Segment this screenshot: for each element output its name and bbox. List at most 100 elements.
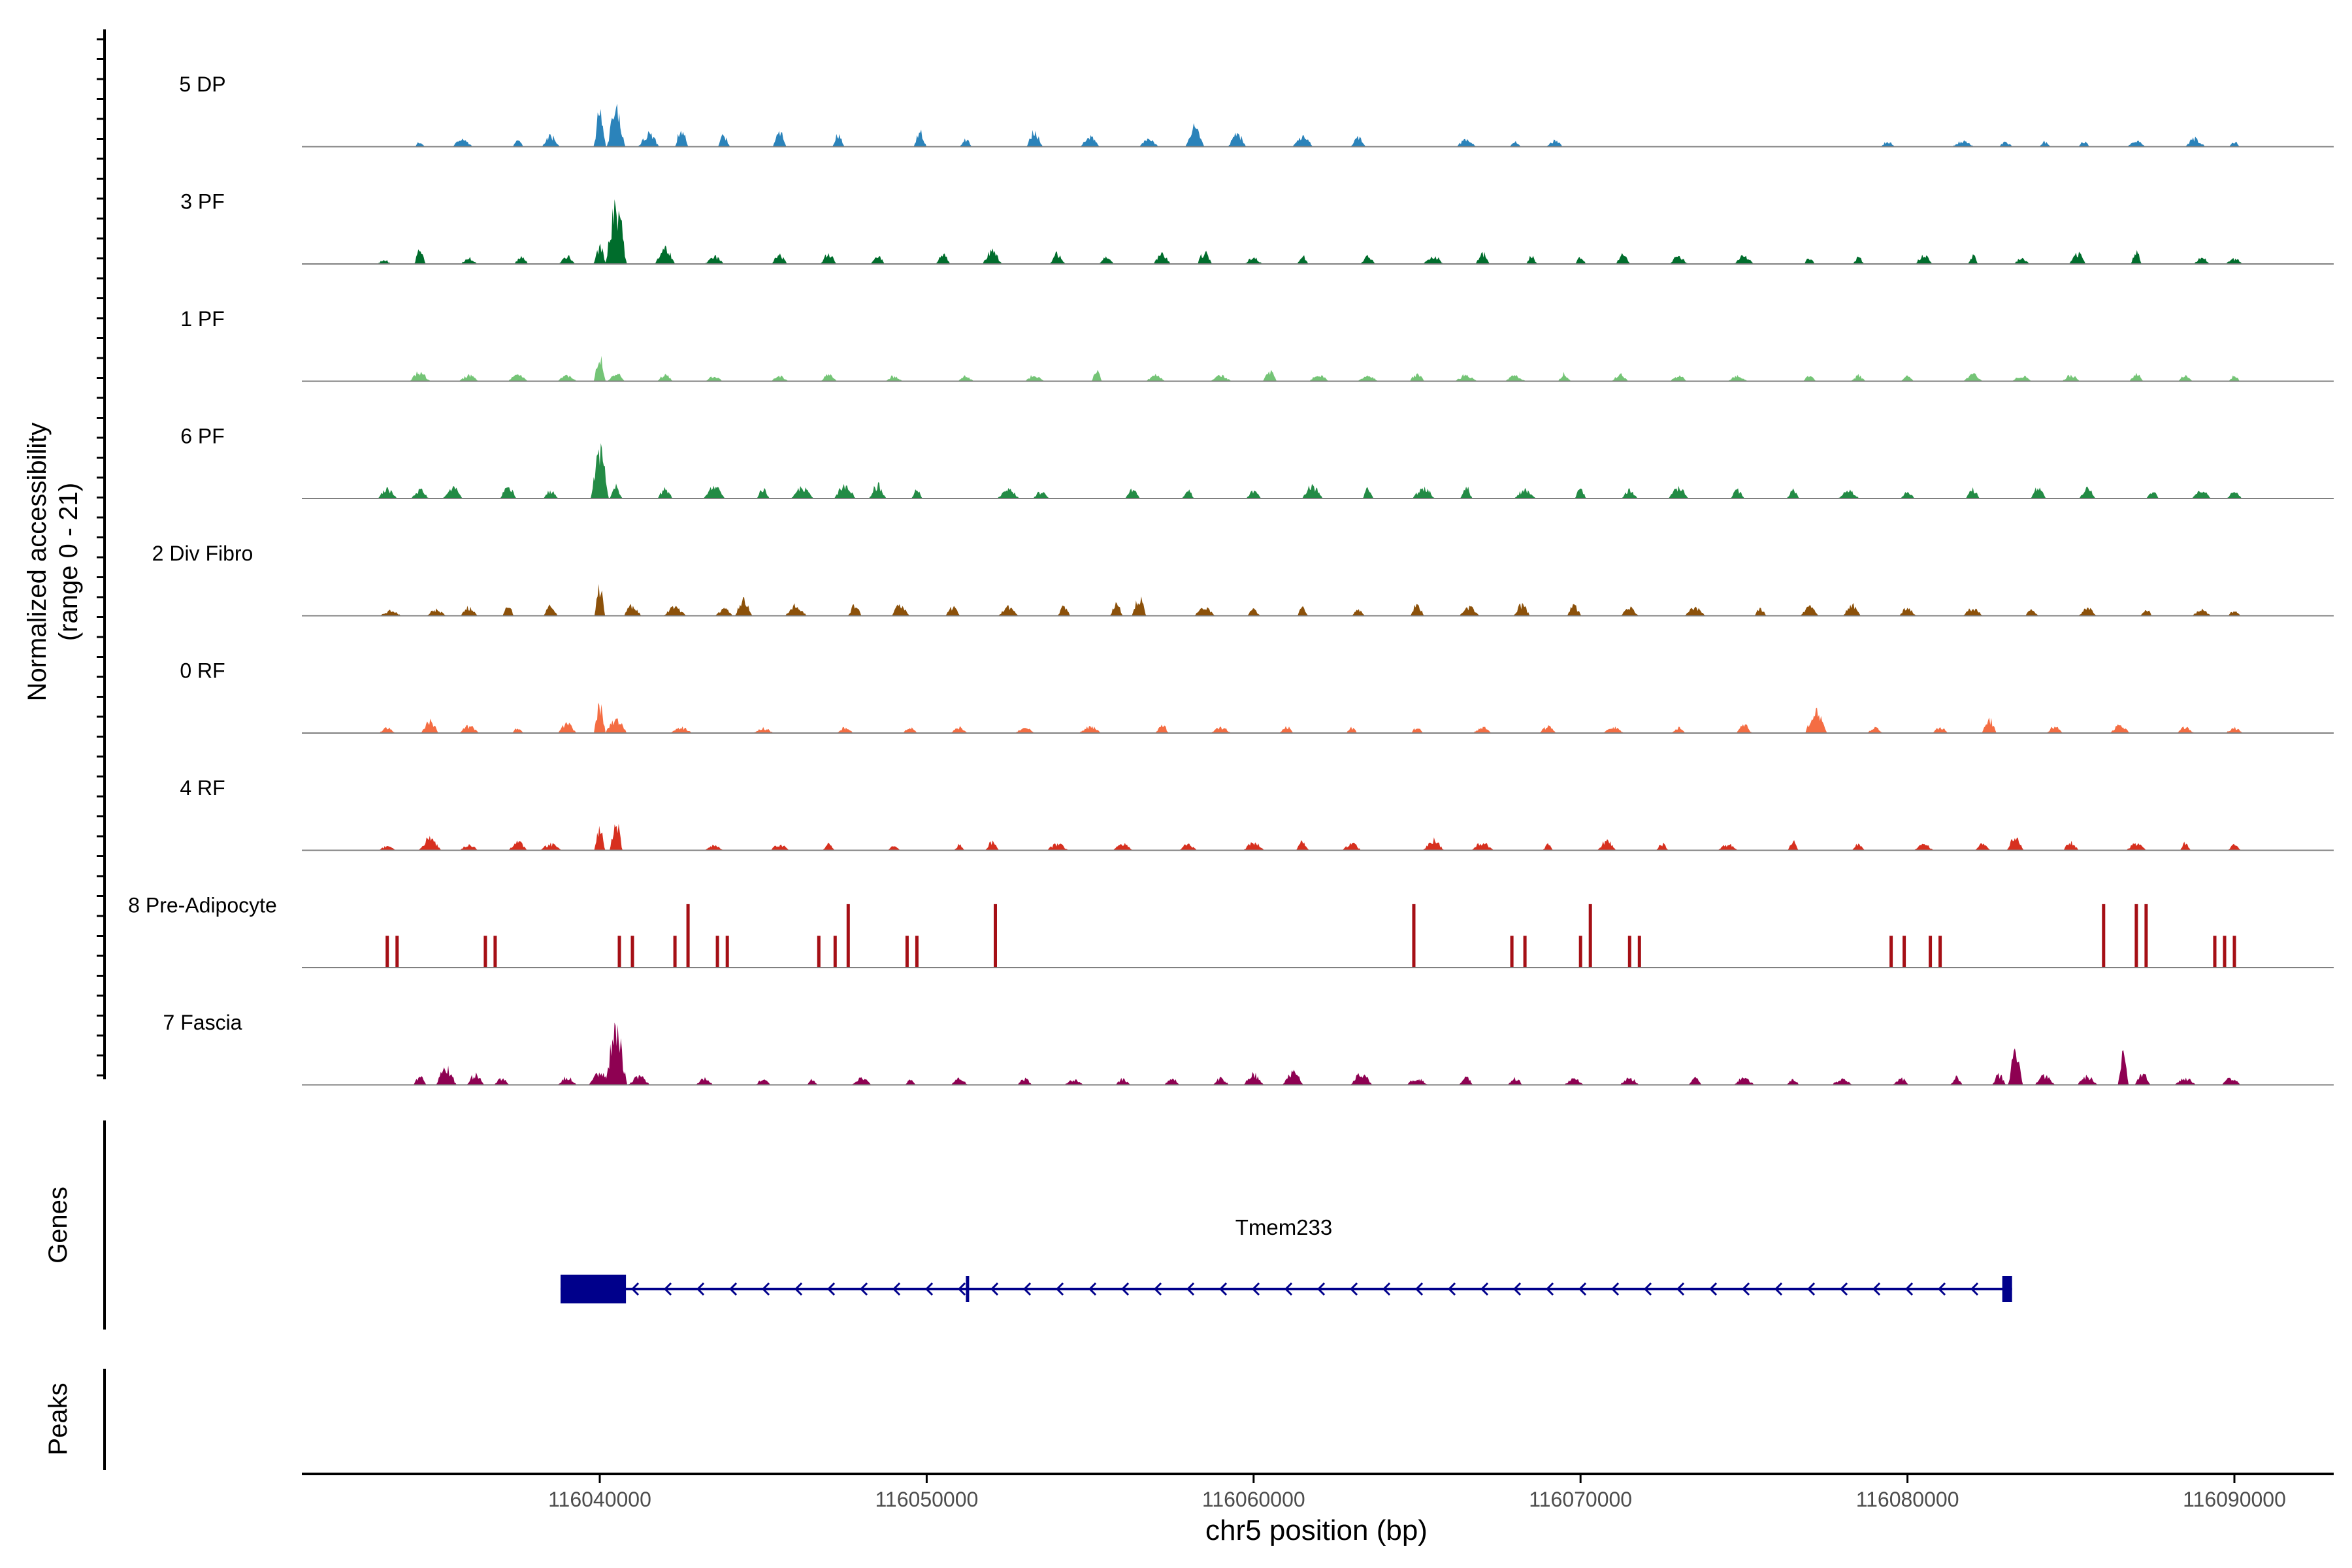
coverage-peak [769,844,790,851]
coverage-peak [1026,129,1043,147]
track-label: 0 RF [180,659,225,683]
coverage-peak [379,610,402,616]
coverage-peak [663,606,687,616]
coverage-peak [686,904,690,968]
coverage-peak [2180,841,2191,851]
coverage-peak [1733,255,1755,264]
track-label: 3 PF [180,190,225,214]
coverage-peak [1688,1077,1702,1085]
coverage-peak [466,1072,485,1085]
coverage-peak [1512,602,1531,616]
coverage-peak [1456,139,1477,147]
coverage-peak [2079,486,2096,498]
y-axis-title-line2: (range 0 - 21) [54,483,83,641]
coverage-peak [1360,254,1376,264]
coverage-peak [1621,488,1639,498]
coverage-peak [385,936,389,968]
coverage-peak [1992,1073,2006,1085]
coverage-peak [593,108,606,147]
coverage-peak [1242,842,1265,851]
x-tick-label: 116070000 [1529,1488,1632,1511]
strand-arrow [696,1282,705,1296]
coverage-peak [998,605,1019,616]
coverage-peak [499,487,517,498]
coverage-peak [1788,840,1799,851]
coverage-peak [1185,123,1205,147]
coverage-peak [2025,608,2039,616]
coverage-peak [1279,726,1294,733]
gene-exon [2002,1276,2012,1302]
strand-arrow [1186,1282,1195,1296]
strand-arrow [1414,1282,1424,1296]
coverage-peak [1803,376,1816,382]
coverage-peak [557,374,578,382]
genes-track-label: Genes [44,1186,73,1264]
strand-arrow [1676,1282,1685,1296]
coverage-peak [836,727,854,733]
coverage-peak [617,936,621,968]
coverage-peak [1952,140,1974,147]
coverage-peak [2225,257,2244,264]
coverage-peak [2227,611,2242,616]
coverage-peak [1247,608,1260,616]
coverage-peak [1597,839,1617,851]
coverage-peak [1889,936,1893,968]
coverage-peak [623,604,642,616]
coverage-peak [1409,373,1425,382]
coverage-peak [911,489,923,498]
coverage-peak [1805,708,1827,733]
coverage-peak [1915,254,1933,264]
coverage-peak [673,936,677,968]
coverage-peak [426,608,447,616]
coverage-peak [891,604,910,616]
track-8-pre-adipocyte: 8 Pre-Adipocyte [128,894,2334,968]
coverage-peak [1460,486,1473,498]
coverage-peak [1998,141,2014,147]
coverage-peak [2109,724,2131,733]
coverage-peak [1049,252,1066,264]
coverage-peak [1024,375,1045,382]
coverage-peak [1914,843,1934,851]
coverage-peak [772,131,787,147]
coverage-peak [1852,256,1865,264]
strand-arrow [957,1282,966,1296]
coverage-peak [1411,728,1424,733]
coverage-peak [410,488,430,498]
coverage-peak [1350,1073,1373,1085]
coverage-peak [1152,252,1171,264]
strand-arrow [1153,1282,1162,1296]
coverage-peak [2125,843,2147,851]
coverage-peak [378,727,396,733]
coverage-peak [1309,375,1330,382]
coverage-peak [1831,1078,1854,1085]
coverage-peak [1350,135,1366,147]
coverage-peak [1786,488,1800,498]
coverage-peak [1967,254,1978,264]
coverage-peak [657,374,674,382]
coverage-peak [817,936,821,968]
coverage-peak [1963,373,1984,382]
coverage-peak [1578,936,1582,968]
coverage-peak [1851,374,1866,382]
coverage-peak [1542,843,1554,851]
coverage-peak [442,486,463,498]
coverage-peak [2127,140,2146,147]
x-tick-label: 116060000 [1202,1488,1305,1511]
coverage-peak [2229,142,2240,147]
coverage-peak [1459,606,1480,616]
coverage-peak [1558,372,1571,382]
strand-arrow [1839,1282,1848,1296]
coverage-peak [755,1079,772,1085]
coverage-peak [704,255,725,264]
strand-arrow [663,1282,672,1296]
coverage-peak [1454,374,1478,382]
strand-arrow [892,1282,901,1296]
coverage-peak [512,140,524,147]
coverage-peak [1509,140,1521,147]
strand-arrow [1970,1282,1979,1296]
coverage-peak [610,483,623,498]
coverage-peak [512,728,524,733]
coverage-peak [1950,1075,1963,1085]
x-axis-title: chr5 position (bp) [1205,1514,1428,1546]
coverage-peak [904,1079,916,1085]
